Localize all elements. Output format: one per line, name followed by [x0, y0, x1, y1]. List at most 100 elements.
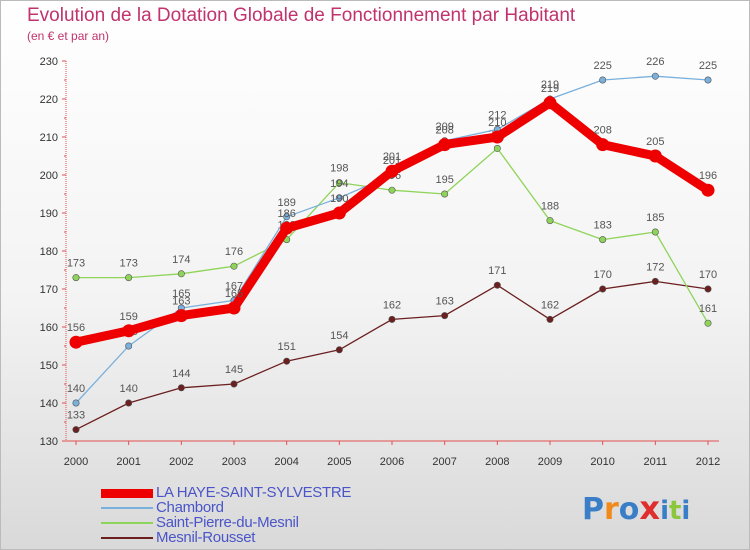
x-tick-label-2003: 2003: [222, 456, 246, 468]
data-label-la-haye-saint-sylvestre-2004: 186: [277, 208, 295, 220]
data-label-mesnil-rousset-2011: 172: [646, 261, 664, 273]
point-mesnil-rousset-2010: [599, 285, 607, 293]
data-label-chambord-2000: 140: [67, 383, 85, 395]
data-label-la-haye-saint-sylvestre-2000: 156: [67, 322, 85, 334]
point-la-haye-saint-sylvestre-2012: [701, 183, 715, 197]
series-line-chambord: [75, 75, 709, 404]
logo-letter-2: o: [618, 492, 640, 527]
point-chambord-2011: [651, 72, 659, 80]
legend-swatch-saint-pierre-du-mesnil: [101, 522, 153, 524]
point-mesnil-rousset-2012: [704, 285, 712, 293]
point-la-haye-saint-sylvestre-2010: [596, 138, 610, 152]
data-label-chambord-2005: 194: [330, 178, 348, 190]
data-label-chambord-2012: 225: [699, 60, 717, 72]
data-label-saint-pierre-du-mesnil-2010: 183: [593, 220, 611, 232]
y-tick-label-140: 140: [40, 398, 58, 410]
y-tick-label-160: 160: [40, 322, 58, 334]
x-tick-label-2002: 2002: [169, 456, 193, 468]
data-label-la-haye-saint-sylvestre-2012: 196: [699, 170, 717, 182]
point-la-haye-saint-sylvestre-2003: [227, 301, 241, 315]
point-mesnil-rousset-2002: [177, 384, 185, 392]
data-label-la-haye-saint-sylvestre-2010: 208: [593, 125, 611, 137]
data-label-la-haye-saint-sylvestre-2008: 210: [488, 117, 506, 129]
point-la-haye-saint-sylvestre-2009: [543, 96, 557, 110]
y-tick-label-210: 210: [40, 132, 58, 144]
point-saint-pierre-du-mesnil-2002: [177, 270, 185, 278]
data-label-saint-pierre-du-mesnil-2003: 176: [225, 246, 243, 258]
point-la-haye-saint-sylvestre-2004: [280, 221, 294, 235]
data-label-la-haye-saint-sylvestre-2006: 201: [383, 151, 401, 163]
data-label-saint-pierre-du-mesnil-2005: 198: [330, 163, 348, 175]
data-label-mesnil-rousset-2002: 144: [172, 368, 190, 380]
point-saint-pierre-du-mesnil-2008: [493, 144, 501, 152]
x-tick-label-2000: 2000: [64, 456, 88, 468]
point-la-haye-saint-sylvestre-2006: [385, 164, 399, 178]
data-label-saint-pierre-du-mesnil-2009: 188: [541, 201, 559, 213]
legend-label-saint-pierre-du-mesnil: Saint-Pierre-du-Mesnil: [156, 514, 299, 531]
point-chambord-2012: [704, 76, 712, 84]
data-label-chambord-2004: 189: [277, 197, 295, 209]
data-label-mesnil-rousset-2012: 170: [699, 269, 717, 281]
y-tick-label-170: 170: [40, 284, 58, 296]
data-label-mesnil-rousset-2006: 162: [383, 299, 401, 311]
point-la-haye-saint-sylvestre-2007: [438, 138, 452, 152]
legend-label-mesnil-rousset: Mesnil-Rousset: [156, 529, 256, 546]
data-label-mesnil-rousset-2008: 171: [488, 265, 506, 277]
data-label-chambord-2002: 165: [172, 288, 190, 300]
y-tick-label-190: 190: [40, 208, 58, 220]
data-label-mesnil-rousset-2004: 151: [277, 341, 295, 353]
point-la-haye-saint-sylvestre-2008: [490, 130, 504, 144]
data-label-chambord-2011: 226: [646, 56, 664, 68]
data-label-saint-pierre-du-mesnil-2011: 185: [646, 212, 664, 224]
point-saint-pierre-du-mesnil-2001: [125, 274, 133, 282]
data-label-la-haye-saint-sylvestre-2003: 165: [225, 288, 243, 300]
data-label-mesnil-rousset-2001: 140: [119, 383, 137, 395]
data-label-saint-pierre-du-mesnil-2000: 173: [67, 258, 85, 270]
x-tick-label-2010: 2010: [590, 456, 614, 468]
logo-letter-0: P: [582, 492, 604, 527]
x-tick-label-2006: 2006: [380, 456, 404, 468]
data-label-saint-pierre-du-mesnil-2002: 174: [172, 254, 190, 266]
point-mesnil-rousset-2001: [125, 399, 133, 407]
y-tick-label-230: 230: [40, 56, 58, 68]
point-mesnil-rousset-2000: [72, 426, 80, 434]
legend-label-chambord: Chambord: [156, 499, 224, 516]
legend-swatch-la-haye-saint-sylvestre: [101, 489, 153, 498]
data-label-la-haye-saint-sylvestre-2007: 208: [435, 125, 453, 137]
data-label-saint-pierre-du-mesnil-2012: 161: [699, 303, 717, 315]
point-la-haye-saint-sylvestre-2005: [332, 206, 346, 220]
x-tick-label-2009: 2009: [538, 456, 562, 468]
x-tick-label-2007: 2007: [432, 456, 456, 468]
point-la-haye-saint-sylvestre-2000: [69, 335, 83, 349]
logo-letter-1: r: [604, 492, 619, 527]
data-label-mesnil-rousset-2010: 170: [593, 269, 611, 281]
logo-letter-3: x: [639, 489, 661, 527]
point-chambord-2004: [283, 213, 291, 221]
legend-swatch-mesnil-rousset: [101, 537, 153, 539]
point-saint-pierre-du-mesnil-2012: [704, 319, 712, 327]
logo-letter-6: i: [681, 496, 691, 526]
data-label-mesnil-rousset-2007: 163: [435, 296, 453, 308]
data-label-chambord-2010: 225: [593, 60, 611, 72]
data-label-chambord-2009: 219: [541, 79, 559, 91]
point-chambord-2005: [335, 194, 343, 202]
point-la-haye-saint-sylvestre-2002: [174, 309, 188, 323]
data-label-mesnil-rousset-2000: 133: [67, 410, 85, 422]
point-saint-pierre-du-mesnil-2010: [599, 236, 607, 244]
proxiti-logo: Proxiti: [582, 489, 690, 527]
data-label-chambord-2003: 167: [225, 280, 243, 292]
y-tick-label-130: 130: [40, 436, 58, 448]
y-tick-label-200: 200: [40, 170, 58, 182]
point-saint-pierre-du-mesnil-2007: [441, 190, 449, 198]
data-label-saint-pierre-du-mesnil-2001: 173: [119, 258, 137, 270]
legend-swatch-chambord: [101, 507, 153, 509]
point-saint-pierre-du-mesnil-2011: [651, 228, 659, 236]
x-tick-label-2005: 2005: [327, 456, 351, 468]
point-mesnil-rousset-2003: [230, 380, 238, 388]
point-la-haye-saint-sylvestre-2011: [648, 149, 662, 163]
data-label-mesnil-rousset-2003: 145: [225, 364, 243, 376]
point-chambord-2010: [599, 76, 607, 84]
point-mesnil-rousset-2009: [546, 315, 554, 323]
